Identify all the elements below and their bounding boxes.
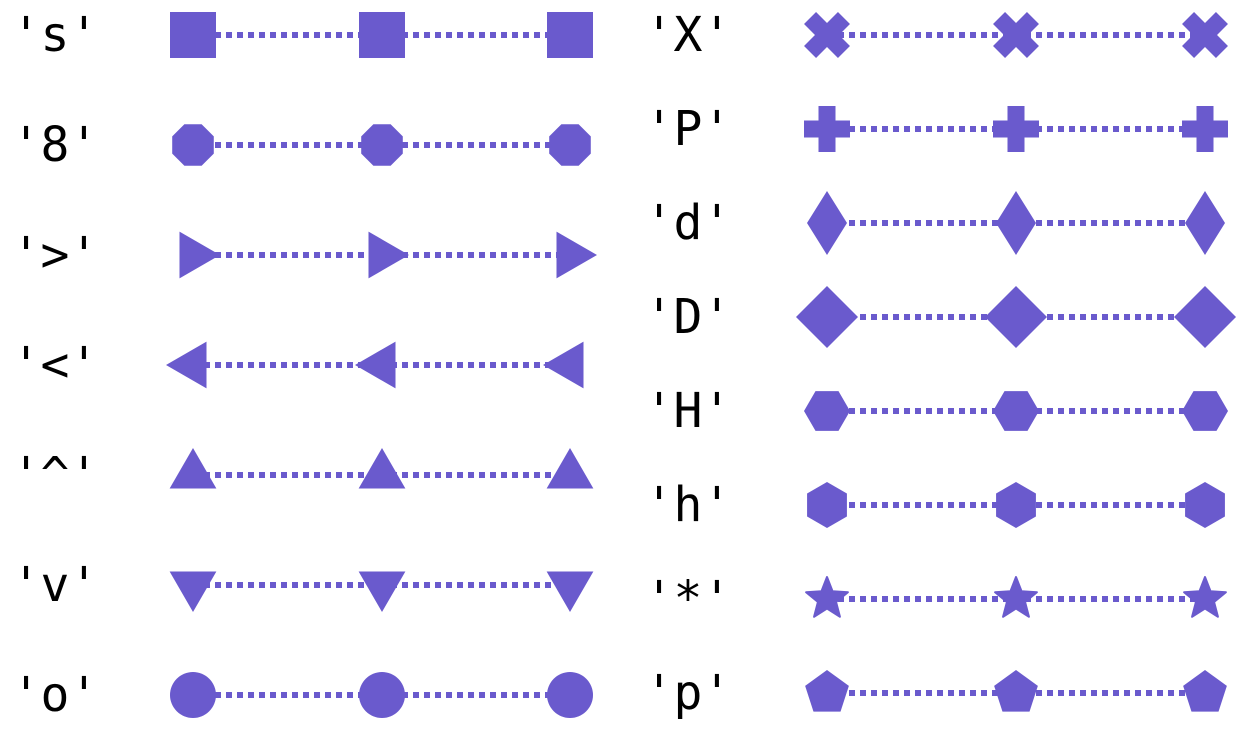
panel-right: 'X' 'P' 'd' 'D' 'H' 'h' '*' 'p' <box>645 7 1236 721</box>
marker-point <box>1182 106 1228 152</box>
marker-point <box>358 571 406 612</box>
marker-point <box>179 231 220 279</box>
marker-point <box>547 672 593 718</box>
marker-point <box>547 12 593 58</box>
marker-point <box>996 482 1036 528</box>
marker-point <box>1185 482 1225 528</box>
panel-left: 's' '8' '>' '<' '^' 'v' 'o' <box>12 7 597 723</box>
marker-label: 'H' <box>645 383 732 439</box>
marker-point <box>556 231 597 279</box>
marker-label: '<' <box>12 337 99 393</box>
marker-point <box>1182 391 1228 431</box>
marker-row-right-1: 'P' <box>645 101 1228 157</box>
marker-point <box>807 482 847 528</box>
marker-point <box>1183 670 1227 712</box>
marker-point <box>359 672 405 718</box>
marker-label: 'h' <box>645 477 732 533</box>
marker-point <box>355 341 396 389</box>
marker-point <box>985 286 1047 348</box>
marker-label: 'X' <box>645 7 732 63</box>
marker-row-right-4: 'H' <box>645 383 1228 439</box>
marker-row-right-0: 'X' <box>645 7 1228 63</box>
marker-label: '*' <box>645 571 732 627</box>
marker-point <box>796 286 858 348</box>
marker-point <box>993 391 1039 431</box>
marker-point <box>543 341 584 389</box>
marker-label: 'd' <box>645 195 732 251</box>
marker-row-right-3: 'D' <box>645 286 1236 348</box>
marker-point <box>804 391 850 431</box>
marker-row-left-1: '8' <box>12 117 591 173</box>
marker-point <box>996 191 1036 255</box>
marker-point <box>169 571 217 612</box>
marker-row-left-5: 'v' <box>12 557 594 613</box>
marker-point <box>546 448 594 489</box>
marker-label: 'D' <box>645 289 732 345</box>
marker-row-left-0: 's' <box>12 7 593 63</box>
marker-point <box>804 12 850 58</box>
marker-point <box>546 571 594 612</box>
marker-point <box>359 12 405 58</box>
marker-point <box>805 576 849 618</box>
marker-point <box>1182 12 1228 58</box>
marker-row-left-6: 'o' <box>12 667 593 723</box>
marker-row-left-4: '^' <box>12 447 594 503</box>
marker-point <box>804 106 850 152</box>
marker-point <box>994 670 1038 712</box>
marker-point <box>993 106 1039 152</box>
marker-row-left-3: '<' <box>12 337 584 393</box>
marker-label: 'o' <box>12 667 99 723</box>
marker-point <box>549 124 591 166</box>
marker-row-left-2: '>' <box>12 227 597 283</box>
marker-point <box>358 448 406 489</box>
marker-row-right-7: 'p' <box>645 665 1227 721</box>
marker-label: 'v' <box>12 557 99 613</box>
marker-point <box>993 12 1039 58</box>
marker-point <box>1183 576 1227 618</box>
marker-label: '>' <box>12 227 99 283</box>
marker-point <box>805 670 849 712</box>
marker-row-right-6: '*' <box>645 571 1227 627</box>
marker-point <box>807 191 847 255</box>
marker-point <box>172 124 214 166</box>
marker-point <box>169 448 217 489</box>
marker-point <box>368 231 409 279</box>
marker-point <box>361 124 403 166</box>
marker-row-right-2: 'd' <box>645 191 1225 255</box>
marker-row-right-5: 'h' <box>645 477 1225 533</box>
marker-label: 'p' <box>645 665 732 721</box>
marker-label: 's' <box>12 7 99 63</box>
marker-point <box>994 576 1038 618</box>
marker-point <box>1185 191 1225 255</box>
marker-label: '8' <box>12 117 99 173</box>
marker-point <box>170 12 216 58</box>
marker-label: '^' <box>12 447 99 503</box>
marker-point <box>170 672 216 718</box>
marker-point <box>1174 286 1236 348</box>
marker-label: 'P' <box>645 101 732 157</box>
marker-point <box>166 341 207 389</box>
